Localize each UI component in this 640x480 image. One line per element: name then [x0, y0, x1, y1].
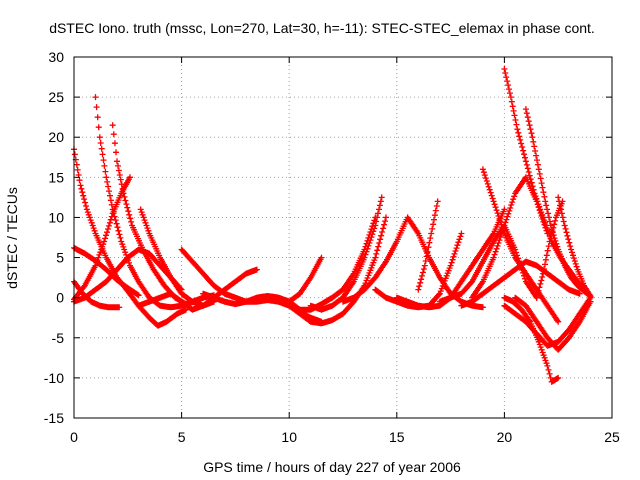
y-tick-label: 0: [56, 290, 64, 306]
y-tick-label: 15: [48, 169, 64, 185]
series-19-points: [469, 174, 551, 301]
series-11-points: [253, 214, 379, 313]
plot-frame: [73, 56, 613, 419]
x-axis-tick-labels: 0 5 10 15 20 25: [70, 429, 620, 445]
y-tick-label: 10: [48, 209, 64, 225]
x-tick-label: 25: [604, 429, 620, 445]
axis-ticks: [73, 56, 613, 419]
y-axis-label: dSTEC / TECUs: [4, 187, 20, 289]
series-20-points: [479, 166, 562, 325]
series-27-points: [555, 194, 594, 300]
series-25: [512, 294, 594, 353]
series-17-points: [415, 198, 441, 293]
series-12-points: [286, 214, 389, 327]
y-axis-tick-labels: -15 -10 -5 0 5 10 15 20 25 30: [44, 49, 64, 426]
series-28: [458, 258, 583, 309]
x-tick-label: 15: [389, 429, 405, 445]
series-17: [415, 198, 441, 293]
data-marks: [71, 66, 594, 385]
y-tick-label: -10: [44, 370, 64, 386]
x-tick-label: 10: [281, 429, 297, 445]
series-22-points: [522, 106, 594, 300]
y-tick-label: 20: [48, 129, 64, 145]
y-tick-label: 30: [48, 49, 64, 65]
grid: [74, 57, 612, 418]
x-axis-label: GPS time / hours of day 227 of year 2006: [203, 459, 461, 475]
series-22: [522, 106, 594, 300]
y-tick-label: -15: [44, 410, 64, 426]
series-9-points: [135, 266, 260, 313]
series-12: [286, 214, 389, 327]
y-tick-label: -5: [52, 330, 65, 346]
x-tick-label: 20: [497, 429, 513, 445]
series-28-points: [458, 258, 583, 309]
chart-title: dSTEC Iono. truth (mssc, Lon=270, Lat=30…: [49, 20, 595, 36]
series-13-points: [307, 194, 385, 313]
x-tick-label: 5: [178, 429, 186, 445]
series-2-points: [109, 122, 207, 308]
x-tick-label: 0: [70, 429, 78, 445]
series-25-points: [512, 294, 594, 353]
series-27: [555, 194, 594, 300]
y-tick-label: 5: [56, 250, 64, 266]
series-9: [135, 266, 260, 313]
series-13: [307, 194, 385, 313]
series-20: [479, 166, 562, 325]
series-11: [253, 214, 379, 313]
y-tick-label: 25: [48, 89, 64, 105]
series-19: [469, 174, 551, 301]
series-2: [109, 122, 207, 308]
